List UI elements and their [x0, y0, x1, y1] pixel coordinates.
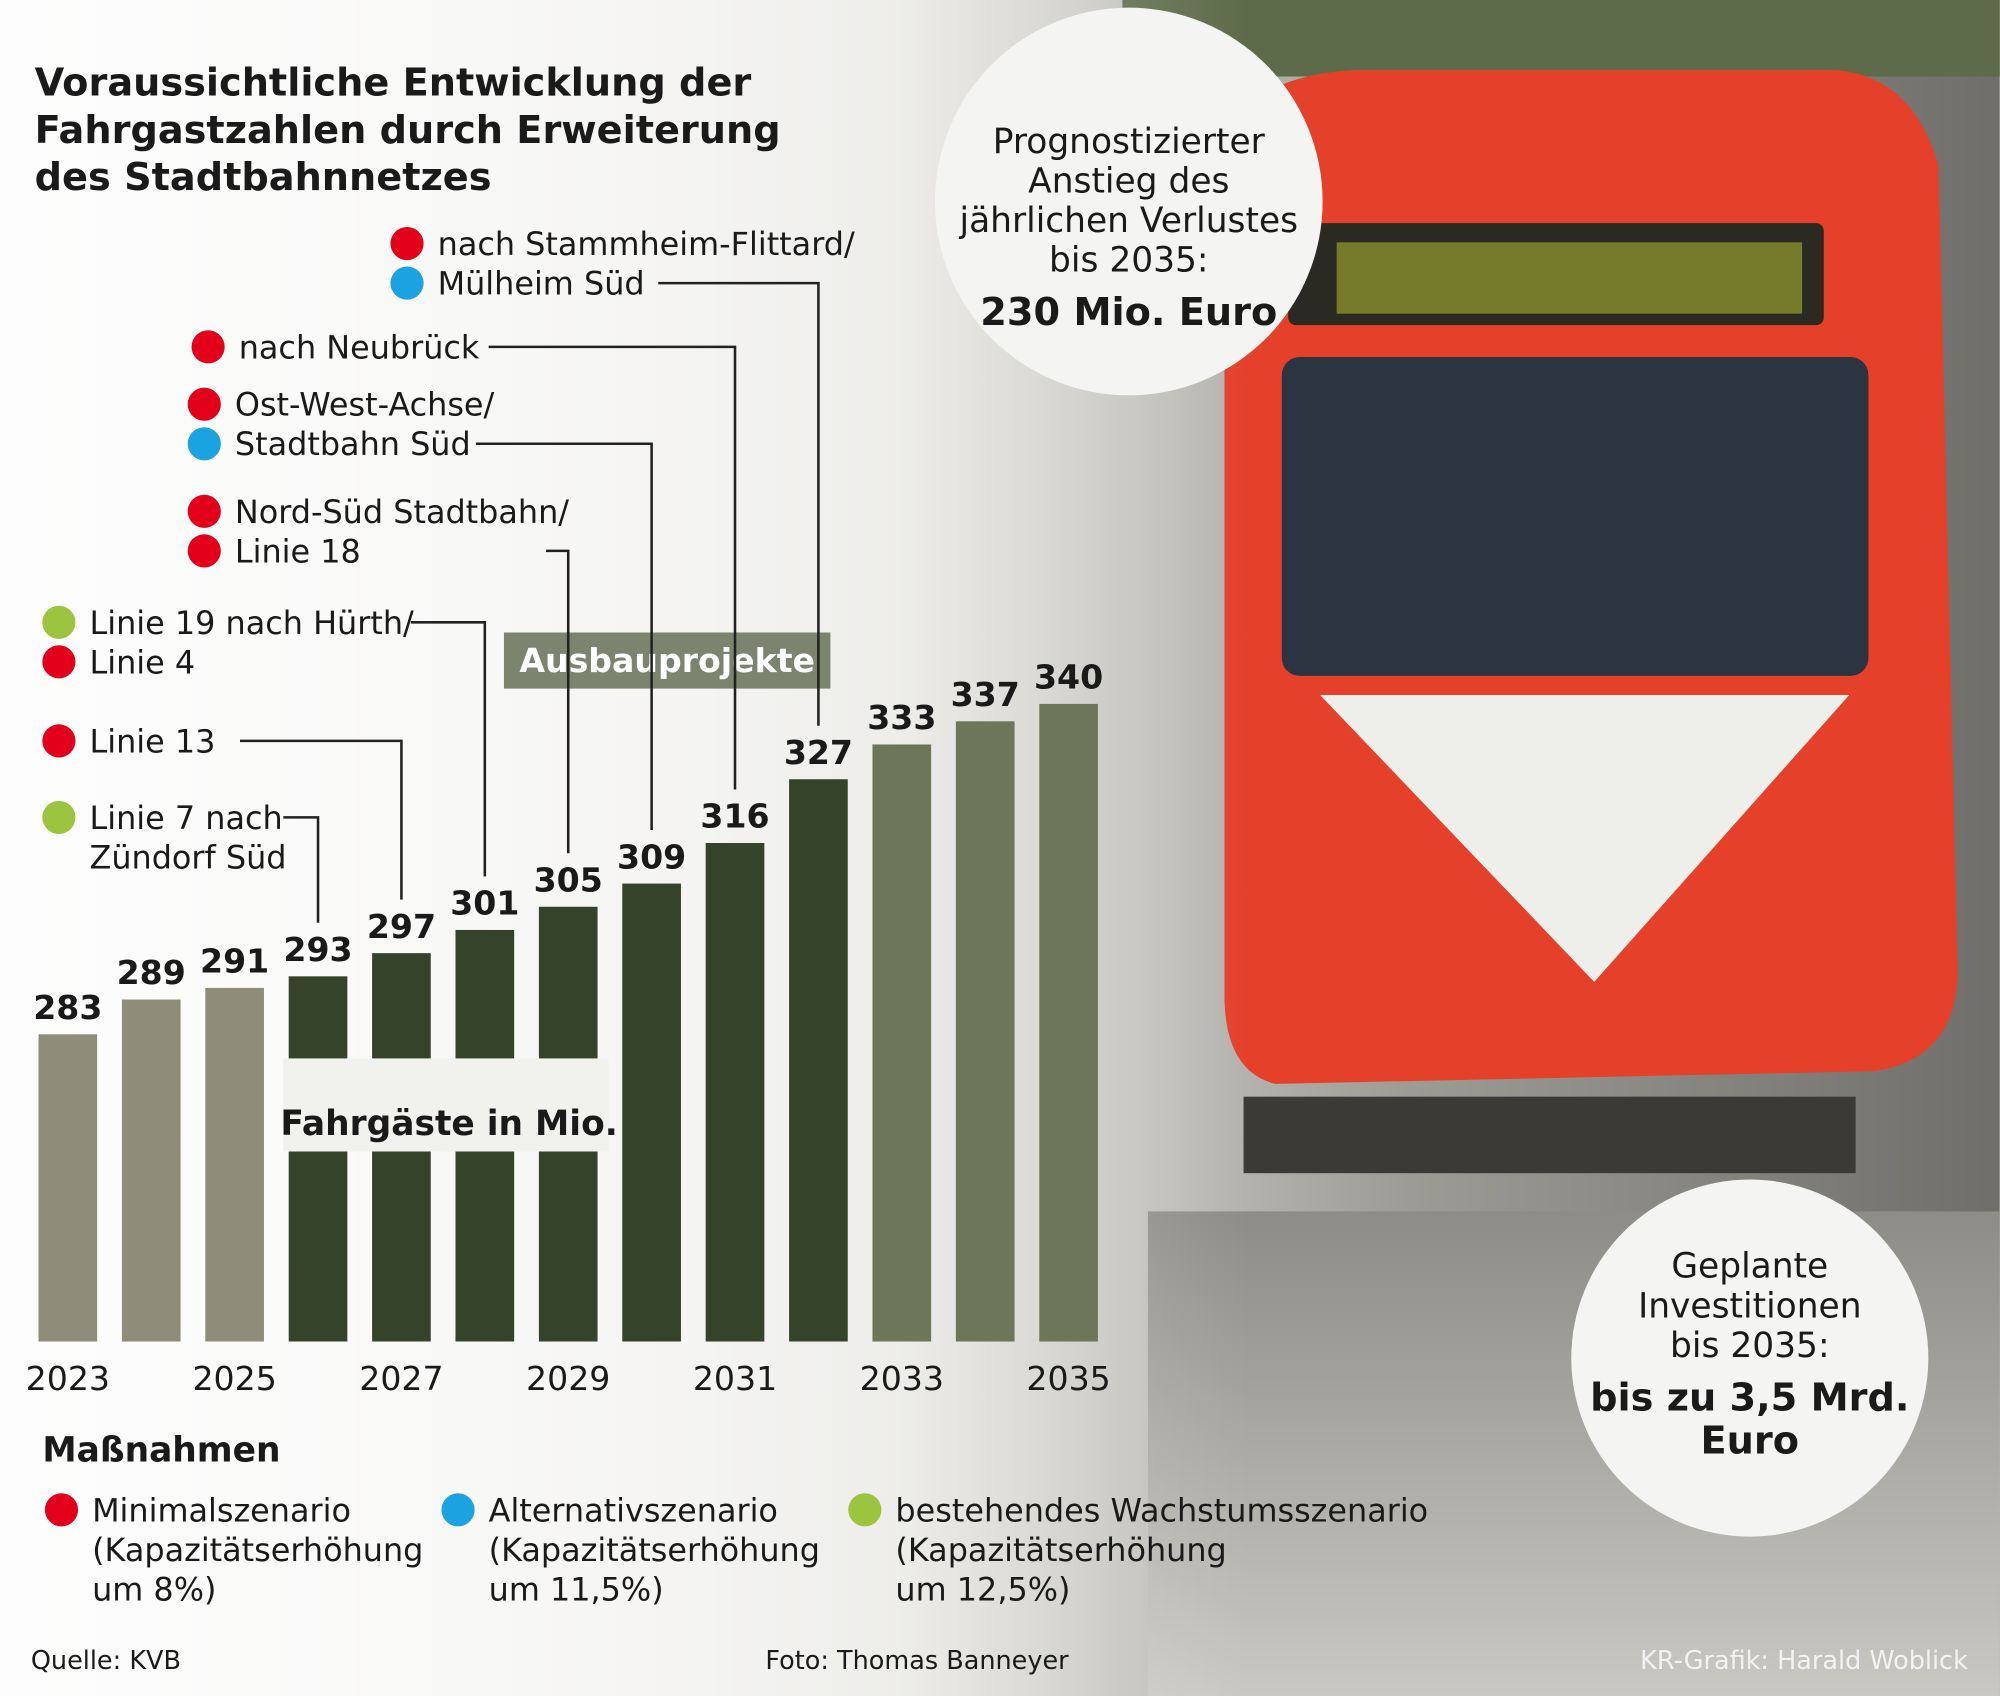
value-label: 333	[867, 698, 936, 737]
footer-credit: KR-Grafik: Harald Woblick	[1640, 1646, 1968, 1676]
info-text: Geplante	[1671, 1247, 1828, 1287]
x-tick-label: 2025	[192, 1359, 276, 1398]
bar	[872, 744, 932, 1342]
chart-title: des Stadtbahnnetzes	[35, 155, 492, 200]
legend-label: Alternativszenario	[489, 1491, 778, 1529]
info-text: bis 2035:	[1670, 1326, 1830, 1366]
info-text: Anstieg des	[1028, 162, 1229, 202]
x-tick-label: 2023	[26, 1359, 110, 1398]
value-label: 340	[1034, 658, 1103, 697]
value-label: 283	[33, 988, 102, 1027]
bar	[705, 843, 765, 1342]
info-text: jährlichen Verlustes	[959, 201, 1299, 241]
bar	[205, 987, 264, 1342]
project-dot	[187, 427, 221, 461]
value-label: 316	[700, 797, 769, 836]
connector	[239, 739, 403, 900]
project-label: nach Neubrück	[239, 328, 480, 366]
chart-title: Fahrgastzahlen durch Erweiterung	[35, 108, 781, 153]
project-dot	[42, 724, 76, 758]
x-tick-label: 2035	[1026, 1359, 1110, 1398]
project-label: Nord-Süd Stadtbahn/	[235, 493, 569, 531]
project-dot	[390, 226, 424, 261]
project-label: Zündorf Süd	[90, 838, 287, 876]
bar	[1039, 703, 1098, 1342]
bar	[288, 976, 348, 1342]
legend-title: Maßnahmen	[42, 1430, 280, 1470]
info-circle	[1571, 1179, 1929, 1537]
project-dot	[42, 800, 76, 834]
legend-detail: um 11,5%)	[489, 1570, 664, 1608]
project-label: Linie 4	[90, 643, 196, 681]
bar	[955, 721, 1015, 1342]
project-label: Linie 13	[90, 722, 216, 760]
legend-dot	[848, 1493, 882, 1527]
project-dot	[187, 494, 221, 528]
x-tick-label: 2031	[693, 1359, 777, 1398]
bar	[789, 779, 848, 1342]
axis-label-gap	[283, 1058, 609, 1152]
info-circle	[934, 7, 1323, 396]
value-label: 297	[367, 907, 436, 946]
annotation: Ausbauprojekte	[519, 641, 815, 680]
project-label: Stadtbahn Süd	[235, 425, 471, 463]
legend-detail: um 8%)	[92, 1570, 216, 1608]
info-text: Prognostizierter	[993, 122, 1266, 162]
value-label: 289	[117, 953, 186, 992]
project-dot	[191, 330, 225, 364]
info-text: Investitionen	[1638, 1286, 1861, 1326]
legend-label: Minimalszenario	[92, 1491, 351, 1529]
legend-detail: (Kapazitätserhöhung	[895, 1531, 1226, 1569]
info-highlight: 230 Mio. Euro	[980, 290, 1277, 335]
value-label: 309	[617, 837, 686, 876]
project-label: Linie 18	[235, 532, 361, 570]
value-label: 327	[784, 733, 853, 772]
project-label: Linie 19 nach Hürth/	[90, 604, 415, 642]
legend-dot	[441, 1493, 475, 1527]
project-label: Mülheim Süd	[438, 265, 645, 303]
project-dot	[187, 387, 221, 421]
annotation-box	[503, 632, 831, 689]
chart-title: Voraussichtliche Entwicklung der	[35, 61, 752, 106]
connector	[410, 621, 487, 877]
info-highlight: Euro	[1701, 1419, 1800, 1464]
value-label: 293	[283, 930, 352, 969]
value-label: 301	[450, 884, 519, 923]
connector	[546, 549, 570, 854]
x-tick-label: 2029	[526, 1359, 610, 1398]
info-text: bis 2035:	[1049, 241, 1209, 281]
bar	[622, 883, 681, 1342]
bar	[38, 1034, 98, 1342]
axis-label: Fahrgäste in Mio.	[280, 1104, 617, 1144]
value-label: 305	[534, 860, 603, 899]
bar	[121, 999, 181, 1342]
project-dot	[42, 605, 76, 639]
footer-photo: Foto: Thomas Banneyer	[765, 1646, 1069, 1676]
project-label: Ost-West-Achse/	[235, 386, 495, 424]
project-label: nach Stammheim-Flittard/	[438, 225, 855, 263]
project-dot	[390, 266, 424, 300]
legend-detail: um 12,5%)	[895, 1570, 1070, 1608]
legend-label: bestehendes Wachstumsszenario	[895, 1491, 1428, 1529]
footer-source: Quelle: KVB	[31, 1646, 181, 1676]
legend-detail: (Kapazitätserhöhung	[489, 1531, 820, 1569]
project-dot	[187, 534, 221, 568]
info-highlight: bis zu 3,5 Mrd.	[1590, 1375, 1909, 1420]
connector	[488, 345, 737, 790]
chart-layer: Voraussichtliche Entwicklung derFahrgast…	[26, 7, 1968, 1676]
value-label: 291	[200, 942, 269, 981]
x-tick-label: 2027	[359, 1359, 443, 1398]
connector	[283, 816, 320, 923]
legend-dot	[44, 1493, 79, 1527]
value-label: 337	[951, 675, 1020, 714]
connector	[475, 442, 653, 831]
connector	[658, 281, 820, 726]
project-label: Linie 7 nach	[90, 799, 283, 837]
legend-detail: (Kapazitätserhöhung	[92, 1531, 423, 1569]
x-tick-label: 2033	[860, 1359, 944, 1398]
project-dot	[42, 645, 76, 679]
